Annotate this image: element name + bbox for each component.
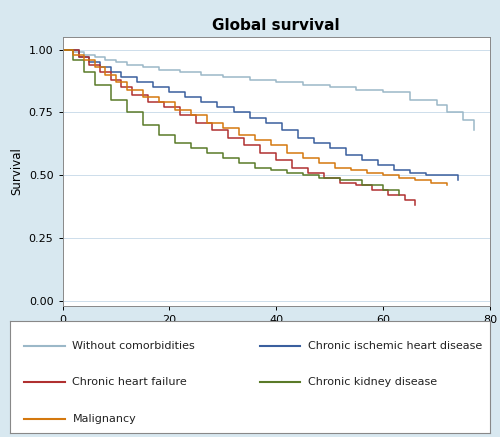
Text: Malignancy: Malignancy — [72, 414, 136, 424]
Title: Global survival: Global survival — [212, 18, 340, 33]
Text: Chronic heart failure: Chronic heart failure — [72, 378, 187, 388]
Text: Chronic ischemic heart disease: Chronic ischemic heart disease — [308, 341, 482, 351]
Text: Without comorbidities: Without comorbidities — [72, 341, 195, 351]
Y-axis label: Survival: Survival — [10, 148, 23, 195]
Text: Chronic kidney disease: Chronic kidney disease — [308, 378, 436, 388]
X-axis label: Follow-up (months): Follow-up (months) — [220, 330, 333, 343]
